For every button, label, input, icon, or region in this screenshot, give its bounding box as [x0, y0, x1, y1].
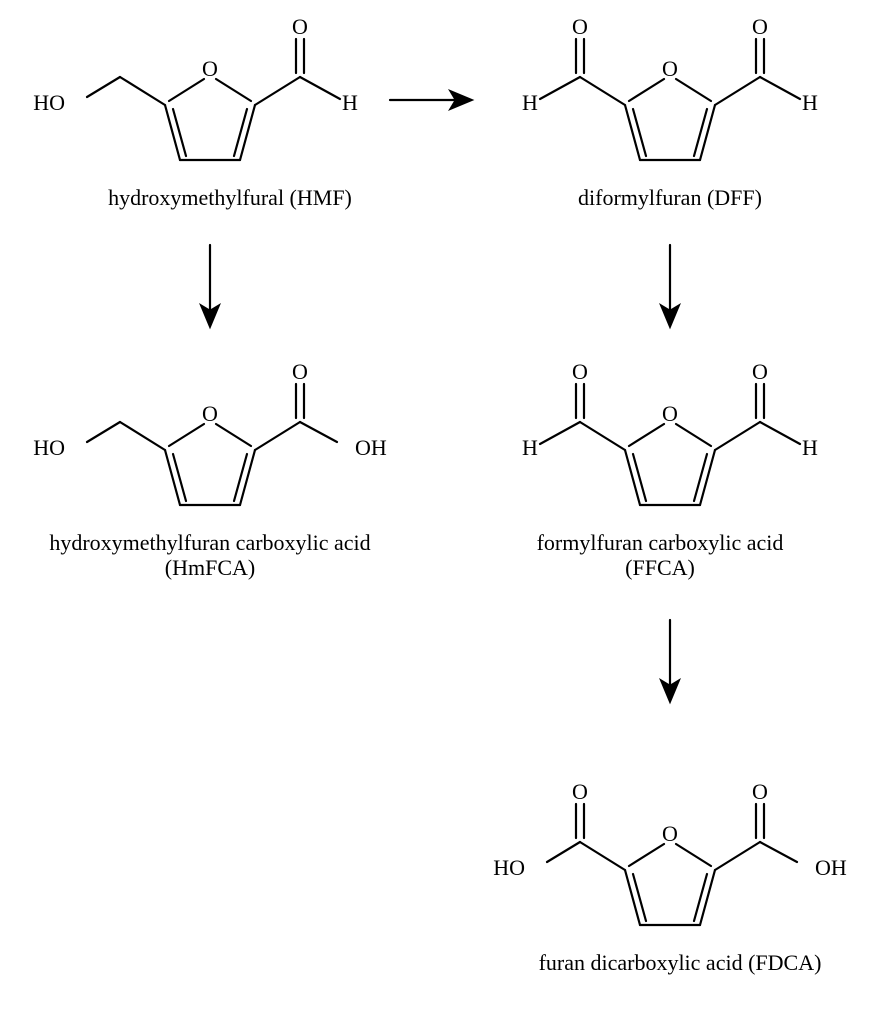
svg-text:O: O: [572, 14, 588, 39]
svg-text:OH: OH: [355, 435, 387, 460]
svg-text:O: O: [202, 401, 218, 426]
reaction-scheme: OOHHOOOHOHOOOHHOOOHOHOOOHOHO: [0, 0, 886, 1017]
molecule-hmf: O O H HO: [33, 14, 358, 160]
caption-dff-line0: diformylfuran (DFF): [520, 185, 820, 210]
svg-text:H: H: [342, 90, 358, 115]
svg-text:OH: OH: [815, 855, 847, 880]
caption-hmf: hydroxymethylfural (HMF): [80, 185, 380, 210]
svg-text:O: O: [752, 359, 768, 384]
caption-fdca: furan dicarboxylic acid (FDCA): [500, 950, 860, 975]
molecule-ffca: O O H O H: [522, 359, 818, 505]
molecule-dff: O O H O H: [522, 14, 818, 160]
svg-text:O: O: [662, 821, 678, 846]
caption-ffca-line1: (FFCA): [470, 555, 850, 580]
svg-text:O: O: [752, 14, 768, 39]
svg-text:O: O: [752, 779, 768, 804]
caption-ffca: formylfuran carboxylic acid(FFCA): [470, 530, 850, 581]
svg-text:H: H: [802, 90, 818, 115]
caption-fdca-line0: furan dicarboxylic acid (FDCA): [500, 950, 860, 975]
caption-hmfca: hydroxymethylfuran carboxylic acid(HmFCA…: [0, 530, 420, 581]
svg-text:O: O: [572, 779, 588, 804]
svg-text:O: O: [292, 359, 308, 384]
caption-hmf-line0: hydroxymethylfural (HMF): [80, 185, 380, 210]
svg-text:O: O: [662, 56, 678, 81]
svg-text:HO: HO: [33, 90, 65, 115]
svg-text:H: H: [522, 90, 538, 115]
caption-ffca-line0: formylfuran carboxylic acid: [470, 530, 850, 555]
svg-text:O: O: [662, 401, 678, 426]
caption-hmfca-line1: (HmFCA): [0, 555, 420, 580]
svg-text:O: O: [292, 14, 308, 39]
caption-hmfca-line0: hydroxymethylfuran carboxylic acid: [0, 530, 420, 555]
svg-text:O: O: [202, 56, 218, 81]
caption-dff: diformylfuran (DFF): [520, 185, 820, 210]
svg-text:H: H: [802, 435, 818, 460]
svg-text:HO: HO: [493, 855, 525, 880]
molecule-fdca: O O OH O HO: [493, 779, 847, 925]
svg-text:HO: HO: [33, 435, 65, 460]
molecule-hmfca: O O OH HO: [33, 359, 387, 505]
svg-text:H: H: [522, 435, 538, 460]
svg-text:O: O: [572, 359, 588, 384]
